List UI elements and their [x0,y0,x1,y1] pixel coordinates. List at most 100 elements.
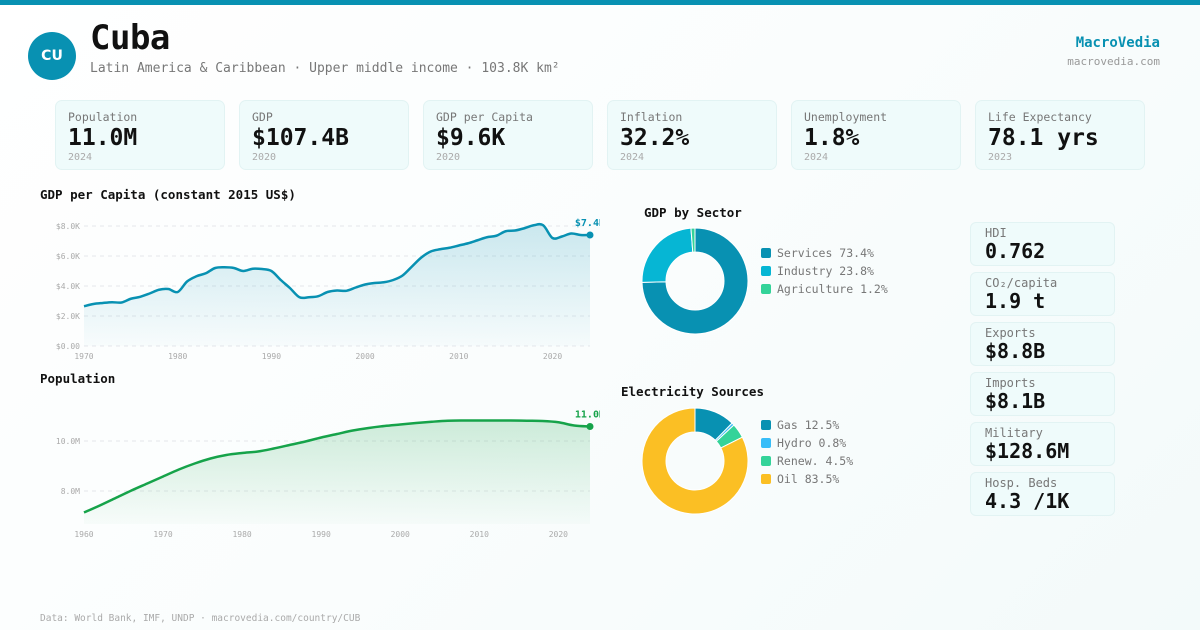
legend-item-renewables: Renew. 4.5% [761,452,853,470]
stat-card-hospital-beds: Hosp. Beds 4.3 /1K [970,472,1115,516]
area-fill [84,420,590,524]
end-point-marker [586,231,594,239]
kpi-value: 78.1 yrs [988,125,1099,151]
kpi-label: Unemployment [804,110,888,124]
y-tick-label: 10.0M [56,437,80,446]
stat-value: 4.3 /1K [985,489,1070,513]
x-tick-label: 2010 [470,530,489,539]
gdp-per-capita-chart: $0.00 $2.0K $4.0K $6.0K $8.0K 1970 1980 1990 200… [56,218,600,361]
legend-label: Gas 12.5% [777,418,840,432]
industry-swatch [761,266,771,276]
legend-item-services: Services 73.4% [761,244,888,262]
slice-oil [641,407,749,515]
stat-value: 0.762 [985,239,1046,263]
kpi-year: 2020 [436,152,461,163]
kpi-year: 2024 [620,152,645,163]
gdp-by-sector-donut [641,227,749,335]
brand-logo[interactable]: MacroVedia [1075,35,1160,51]
gas-swatch [761,420,771,430]
gdp-by-sector-legend: Services 73.4% Industry 23.8% Agricultur… [761,244,888,298]
kpi-year: 2023 [988,152,1013,163]
series-line [83,419,591,514]
legend-item-oil: Oil 83.5% [761,470,853,488]
electricity-sources-title: Electricity Sources [621,384,764,399]
kpi-card-life-expectancy: Life Expectancy 78.1 yrs 2023 [975,100,1145,170]
kpi-year: 2020 [252,152,277,163]
end-value-label: $7.4K [575,218,600,229]
y-tick-label: $0.00 [56,342,80,351]
x-tick-label: 1970 [153,530,172,539]
legend-item-industry: Industry 23.8% [761,262,888,280]
stat-label: Military [985,426,1043,440]
legend-item-gas: Gas 12.5% [761,416,853,434]
x-tick-label: 1980 [232,530,251,539]
kpi-year: 2024 [804,152,829,163]
x-tick-label: 2000 [391,530,410,539]
footer-source-note: Data: World Bank, IMF, UNDP · macrovedia… [40,613,361,624]
legend-item-agriculture: Agriculture 1.2% [761,280,888,298]
end-value-label: 11.0M [575,410,600,421]
stat-card-co2: CO₂/capita 1.9 t [970,272,1115,316]
gdp-per-capita-chart-title: GDP per Capita (constant 2015 US$) [40,187,296,202]
y-tick-label: 8.0M [61,487,80,496]
stat-card-hdi: HDI 0.762 [970,222,1115,266]
kpi-row: Population 11.0M 2024 GDP $107.4B 2020 G… [55,100,1145,170]
population-chart: 8.0M 10.0M 1960 1970 1980 1990 2000 2010 2020 11.… [56,410,600,540]
kpi-label: Population [68,110,138,124]
kpi-label: GDP per Capita [436,110,533,124]
y-tick-label: $8.0K [56,222,80,231]
legend-label: Hydro 0.8% [777,436,847,450]
stat-card-exports: Exports $8.8B [970,322,1115,366]
x-tick-label: 1970 [74,352,93,361]
country-subtitle: Latin America & Caribbean · Upper middle… [90,61,560,76]
x-tick-label: 2010 [449,352,468,361]
end-point-marker [586,423,594,430]
country-avatar: CU [28,32,76,80]
kpi-value: 32.2% [620,125,690,151]
legend-label: Renew. 4.5% [777,454,854,468]
stat-card-military: Military $128.6M [970,422,1115,466]
x-tick-label: 1990 [262,352,281,361]
series-line [83,222,591,308]
slice-services [641,227,749,335]
area-fill [84,224,590,346]
stat-label: Imports [985,376,1036,390]
stat-label: HDI [985,226,1007,240]
renewables-swatch [761,456,771,466]
kpi-label: GDP [252,110,273,124]
legend-label: Services 73.4% [777,246,874,260]
stat-value: $128.6M [985,439,1070,463]
kpi-value: 11.0M [68,125,138,151]
kpi-value: $9.6K [436,125,506,151]
page-title: Cuba [90,18,170,58]
x-tick-label: 2000 [355,352,374,361]
kpi-card-gdp-per-capita: GDP per Capita $9.6K 2020 [423,100,593,170]
kpi-label: Life Expectancy [988,110,1092,124]
agriculture-swatch [761,284,771,294]
kpi-card-inflation: Inflation 32.2% 2024 [607,100,777,170]
legend-label: Agriculture 1.2% [777,282,888,296]
kpi-label: Inflation [620,110,683,124]
kpi-card-population: Population 11.0M 2024 [55,100,225,170]
x-tick-label: 1960 [74,530,93,539]
stat-label: Hosp. Beds [985,476,1058,490]
x-tick-label: 2020 [549,530,568,539]
stat-value: $8.8B [985,339,1046,363]
stat-card-imports: Imports $8.1B [970,372,1115,416]
kpi-card-unemployment: Unemployment 1.8% 2024 [791,100,961,170]
hydro-swatch [761,438,771,448]
top-accent-bar [0,0,1200,5]
legend-item-hydro: Hydro 0.8% [761,434,853,452]
x-tick-label: 1980 [168,352,187,361]
legend-label: Oil 83.5% [777,472,840,486]
kpi-card-gdp: GDP $107.4B 2020 [239,100,409,170]
brand-url-link[interactable]: macrovedia.com [1067,55,1160,68]
legend-label: Industry 23.8% [777,264,874,278]
electricity-sources-donut [641,407,749,515]
avatar-initials: CU [41,48,63,64]
x-tick-label: 1990 [312,530,331,539]
y-tick-label: $2.0K [56,312,80,321]
slice-agriculture [690,227,696,253]
stat-label: Exports [985,326,1036,340]
y-tick-label: $4.0K [56,282,80,291]
